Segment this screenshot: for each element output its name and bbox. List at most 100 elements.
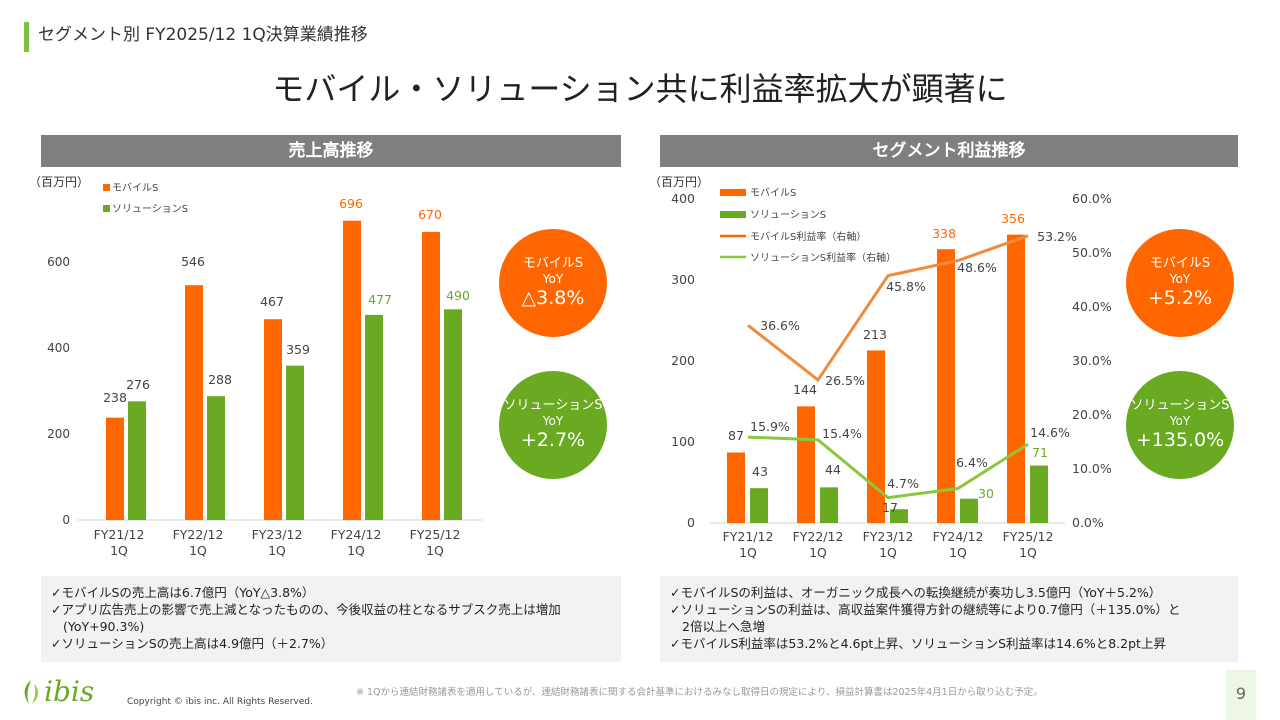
sales-label-mobile: 670 xyxy=(418,207,442,222)
profit-label-mobile: 87 xyxy=(728,428,744,443)
sales-label-solution: 490 xyxy=(446,288,470,303)
profit-bar-solution xyxy=(890,509,908,523)
note-line: ✓ソリューションSの利益は、高収益案件獲得方針の継続等により0.7億円（＋135… xyxy=(670,602,1181,617)
profit-label-solution-margin: 14.6% xyxy=(1030,425,1070,440)
section-accent-bar xyxy=(24,22,29,52)
profit-y2-tick-label: 0.0% xyxy=(1072,515,1104,530)
profit-bar-mobile xyxy=(797,406,815,523)
sales-notes-box: ✓モバイルSの売上高は6.7億円（YoY△3.8%） ✓アプリ広告売上の影響で売… xyxy=(41,576,621,662)
profit-y2-tick-label: 50.0% xyxy=(1072,245,1112,260)
profit-y-tick-label: 300 xyxy=(671,272,695,287)
profit-y2-tick-label: 60.0% xyxy=(1072,191,1112,206)
sales-panel-header: 売上高推移 xyxy=(41,135,621,167)
profit-x-tick-label: FY24/12 xyxy=(933,529,984,544)
sales-label-solution: 359 xyxy=(286,342,310,357)
profit-label-mobile-margin: 53.2% xyxy=(1037,229,1077,244)
legend-label-solution-margin: ソリューションS利益率（右軸） xyxy=(750,251,896,264)
sales-bar-solution xyxy=(128,401,146,520)
profit-unit-label: （百万円） xyxy=(649,175,710,189)
sales-bar-solution xyxy=(444,309,462,520)
profit-label-mobile: 356 xyxy=(1001,211,1025,226)
profit-x-tick-label: FY21/12 xyxy=(723,529,774,544)
bubble-yoy-label: YoY xyxy=(542,272,564,286)
note-line: (YoY+90.3%) xyxy=(63,619,145,634)
profit-notes-box: ✓モバイルSの利益は、オーガニック成長への転換継続が奏功し3.5億円（YoY＋5… xyxy=(660,576,1238,662)
legend-label-solution: ソリューションS xyxy=(750,210,826,221)
sales-x-tick-label: FY21/12 xyxy=(94,527,145,542)
sales-bar-mobile xyxy=(106,417,124,520)
note-line: ✓モバイルS利益率は53.2%と4.6pt上昇、ソリューションS利益率は14.6… xyxy=(670,636,1166,651)
profit-mobile-yoy-bubble: モバイルS YoY +5.2% xyxy=(1126,229,1234,337)
note-line: ✓ソリューションSの売上高は4.9億円（＋2.7%） xyxy=(51,636,334,651)
note-line: ✓アプリ広告売上の影響で売上減となったものの、今後収益の柱となるサブスク売上は増… xyxy=(51,602,561,617)
bubble-segment-name: モバイルS xyxy=(522,256,584,271)
profit-y2-tick-label: 20.0% xyxy=(1072,407,1112,422)
note-line: ✓モバイルSの売上高は6.7億円（YoY△3.8%） xyxy=(51,585,315,600)
profit-label-solution: 43 xyxy=(752,464,768,479)
bubble-segment-name: ソリューションS xyxy=(1130,398,1230,413)
page-number: 9 xyxy=(1235,684,1247,703)
profit-bar-solution xyxy=(960,498,978,523)
ibis-logo: ibis xyxy=(20,675,94,708)
profit-bar-solution xyxy=(1030,465,1048,523)
bubble-yoy-label: YoY xyxy=(542,414,564,428)
profit-label-mobile: 213 xyxy=(863,327,887,342)
bubble-yoy-label: YoY xyxy=(1169,272,1191,286)
profit-x-tick-label: 1Q xyxy=(949,545,967,560)
bubble-yoy-value: +5.2% xyxy=(1147,287,1213,309)
bubble-yoy-value: +135.0% xyxy=(1135,429,1225,451)
sales-label-mobile: 238 xyxy=(103,390,127,405)
bubble-yoy-value: +2.7% xyxy=(520,429,586,451)
sales-y-tick-label: 200 xyxy=(47,427,70,441)
bubble-segment-name: ソリューションS xyxy=(503,398,603,413)
profit-panel-header: セグメント利益推移 xyxy=(660,135,1238,167)
bubble-yoy-label: YoY xyxy=(1169,414,1191,428)
profit-y-tick-label: 200 xyxy=(671,353,695,368)
profit-label-solution: 71 xyxy=(1032,445,1048,460)
sales-y-tick-label: 400 xyxy=(47,341,70,355)
sales-label-mobile: 467 xyxy=(260,294,284,309)
note-line: 2倍以上へ急増 xyxy=(682,619,765,634)
legend-swatch-solution xyxy=(103,205,110,212)
sales-x-tick-label: FY23/12 xyxy=(252,527,303,542)
profit-bar-mobile xyxy=(1007,234,1025,523)
profit-bar-mobile xyxy=(867,350,885,523)
legend-swatch-solution xyxy=(720,211,746,218)
profit-y2-tick-label: 30.0% xyxy=(1072,353,1112,368)
sales-x-tick-label: 1Q xyxy=(347,543,365,558)
sales-label-solution: 276 xyxy=(126,377,150,392)
sales-bar-mobile xyxy=(422,231,440,520)
sales-x-tick-label: FY25/12 xyxy=(410,527,461,542)
sales-x-tick-label: FY22/12 xyxy=(173,527,224,542)
profit-x-tick-label: 1Q xyxy=(879,545,897,560)
profit-y2-tick-label: 40.0% xyxy=(1072,299,1112,314)
profit-y-tick-label: 0 xyxy=(687,515,695,530)
profit-x-tick-label: FY22/12 xyxy=(793,529,844,544)
profit-line-solution-margin xyxy=(747,435,1029,500)
profit-label-mobile-margin: 26.5% xyxy=(825,373,865,388)
sales-bar-mobile xyxy=(264,319,282,520)
legend-label-solution: ソリューションS xyxy=(112,204,188,215)
profit-label-solution: 17 xyxy=(882,500,898,515)
profit-y2-tick-label: 10.0% xyxy=(1072,461,1112,476)
sales-mobile-yoy-bubble: モバイルS YoY △3.8% xyxy=(499,229,607,337)
bubble-segment-name: モバイルS xyxy=(1149,256,1211,271)
profit-y-tick-label: 400 xyxy=(671,191,695,206)
sales-bar-solution xyxy=(286,365,304,520)
sales-y-tick-label: 0 xyxy=(62,513,70,527)
profit-label-solution-margin: 6.4% xyxy=(956,455,988,470)
sales-bar-solution xyxy=(207,396,225,520)
legend-label-mobile: モバイルS xyxy=(112,182,158,194)
profit-bar-solution xyxy=(820,487,838,523)
sales-x-tick-label: 1Q xyxy=(110,543,128,558)
profit-x-tick-label: FY23/12 xyxy=(863,529,914,544)
legend-swatch-mobile xyxy=(720,189,746,196)
sales-unit-label: （百万円） xyxy=(29,175,90,189)
profit-x-tick-label: FY25/12 xyxy=(1003,529,1054,544)
leaf-logo-icon xyxy=(24,679,38,704)
profit-label-mobile-margin: 36.6% xyxy=(760,318,800,333)
logo-text: ibis xyxy=(44,675,95,708)
sales-bar-mobile xyxy=(343,220,361,520)
sales-x-tick-label: 1Q xyxy=(189,543,207,558)
